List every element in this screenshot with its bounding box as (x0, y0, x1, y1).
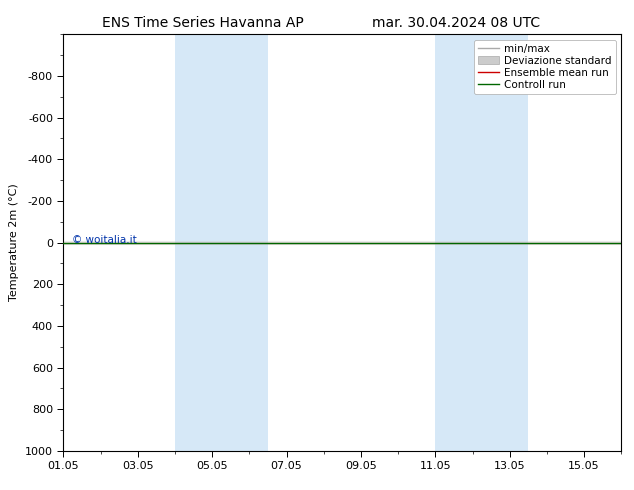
Legend: min/max, Deviazione standard, Ensemble mean run, Controll run: min/max, Deviazione standard, Ensemble m… (474, 40, 616, 94)
Text: ENS Time Series Havanna AP: ENS Time Series Havanna AP (102, 16, 304, 30)
Bar (436, 34, 528, 451)
Text: © woitalia.it: © woitalia.it (72, 236, 136, 245)
Y-axis label: Temperature 2m (°C): Temperature 2m (°C) (10, 184, 20, 301)
Text: mar. 30.04.2024 08 UTC: mar. 30.04.2024 08 UTC (372, 16, 541, 30)
Bar (175, 34, 268, 451)
